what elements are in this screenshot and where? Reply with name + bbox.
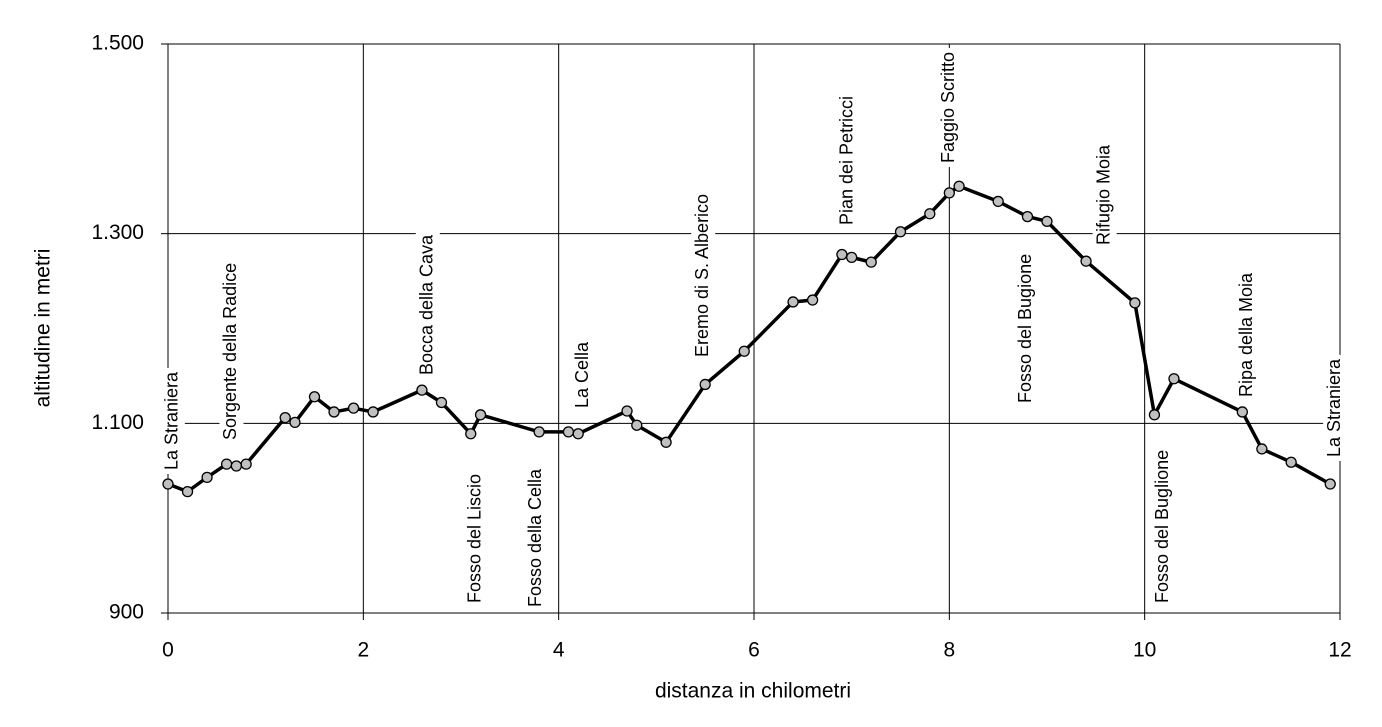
annotation-bg [219, 258, 244, 444]
point [367, 406, 379, 418]
y-tick-label: 1.500 [91, 32, 144, 55]
annotation: Rifugio Moia [1093, 144, 1113, 245]
annotation-bg [1323, 354, 1348, 461]
point [289, 416, 301, 429]
point [201, 471, 213, 484]
annotation: Fosso del Bugione [1015, 254, 1035, 403]
line [167, 184, 1332, 494]
annotation: La Straniera [162, 371, 182, 470]
point [631, 419, 643, 431]
x-tick-label: 0 [162, 639, 174, 662]
point [1021, 210, 1034, 223]
point [230, 460, 243, 472]
annotation-bg [415, 230, 440, 379]
point [924, 208, 936, 220]
x-axis-title: distanza in chilometri [655, 680, 851, 703]
point [846, 251, 858, 264]
y-axis-title: altitudine in metri [32, 249, 55, 408]
annotation-bg [571, 337, 596, 412]
annotation: La Cella [572, 341, 592, 408]
point [562, 426, 575, 438]
x-tick-label: 12 [1328, 639, 1351, 662]
point [738, 345, 750, 357]
annotation: Ripa della Moia [1236, 272, 1256, 397]
point [1236, 406, 1248, 418]
annotation: Fosso del Buglione [1152, 450, 1172, 603]
annotation-bg [160, 367, 185, 474]
annotation-bg [937, 47, 962, 167]
point [865, 256, 877, 268]
annotation-bg [691, 189, 716, 361]
point [1041, 215, 1053, 227]
point [992, 195, 1004, 208]
annotation-bg [463, 469, 488, 607]
point [533, 426, 545, 438]
point [1256, 443, 1268, 455]
point [943, 187, 955, 199]
x-tick-label: 4 [553, 639, 565, 662]
x-tick-label: 2 [357, 639, 369, 662]
annotation-bg [1092, 140, 1117, 249]
point [1080, 255, 1092, 267]
point [1285, 456, 1297, 468]
point [1129, 297, 1141, 309]
point [181, 485, 194, 498]
point [474, 409, 487, 421]
point [1324, 478, 1336, 490]
point [953, 180, 965, 192]
point [308, 391, 321, 403]
point [787, 296, 799, 308]
point [894, 226, 907, 238]
annotation: Faggio Scritto [938, 52, 958, 163]
annotation: Eremo di S. Alberico [692, 194, 712, 357]
point [347, 402, 360, 414]
y-tick-label: 1.100 [91, 411, 144, 434]
annotation: Fosso della Cella [525, 468, 545, 607]
point [572, 428, 584, 440]
y-tick-label: 900 [109, 601, 144, 624]
x-tick-label: 6 [748, 639, 760, 662]
point [162, 478, 174, 490]
x-tick-label: 10 [1133, 639, 1156, 662]
annotation: Pian dei Petricci [837, 96, 857, 225]
point [621, 405, 633, 417]
point [1168, 373, 1180, 385]
point [416, 384, 428, 396]
annotation-bg [1235, 268, 1260, 401]
annotation: Sorgente della Radice [220, 263, 240, 440]
point [435, 396, 448, 409]
point [328, 406, 340, 418]
annotation-bg [835, 91, 860, 229]
point [465, 428, 477, 440]
annotation: Fosso del Liscio [464, 474, 484, 603]
point [1148, 409, 1161, 421]
point [836, 248, 848, 261]
point [220, 458, 233, 470]
annotation-bg [1151, 445, 1176, 607]
point [660, 436, 672, 448]
annotation: La Straniera [1324, 358, 1344, 457]
point [240, 458, 252, 470]
annotation: Bocca della Cava [417, 234, 437, 375]
annotation-bg [524, 464, 549, 611]
point [806, 294, 819, 306]
point [699, 378, 711, 391]
y-tick-label: 1.300 [91, 221, 144, 244]
point [279, 411, 291, 424]
annotation-bg [1014, 249, 1039, 407]
x-tick-label: 8 [943, 639, 955, 662]
